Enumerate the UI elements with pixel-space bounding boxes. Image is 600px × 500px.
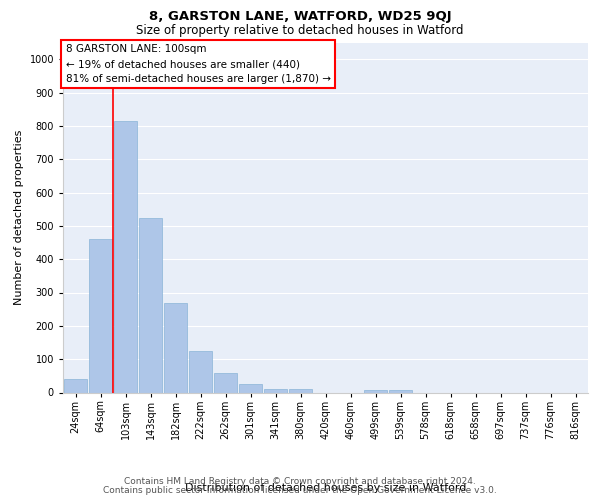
Text: Contains HM Land Registry data © Crown copyright and database right 2024.: Contains HM Land Registry data © Crown c…	[124, 477, 476, 486]
X-axis label: Distribution of detached houses by size in Watford: Distribution of detached houses by size …	[185, 484, 466, 494]
Bar	[64, 378, 87, 392]
Bar	[289, 388, 312, 392]
Bar	[89, 239, 112, 392]
Bar	[114, 121, 137, 392]
Bar	[239, 384, 262, 392]
Text: Contains public sector information licensed under the Open Government Licence v3: Contains public sector information licen…	[103, 486, 497, 495]
Bar	[139, 218, 162, 392]
Text: 8, GARSTON LANE, WATFORD, WD25 9QJ: 8, GARSTON LANE, WATFORD, WD25 9QJ	[149, 10, 451, 23]
Bar	[214, 373, 237, 392]
Bar	[189, 351, 212, 393]
Bar	[364, 390, 387, 392]
Bar	[164, 302, 187, 392]
Bar	[264, 388, 287, 392]
Text: 8 GARSTON LANE: 100sqm
← 19% of detached houses are smaller (440)
81% of semi-de: 8 GARSTON LANE: 100sqm ← 19% of detached…	[65, 44, 331, 84]
Text: Size of property relative to detached houses in Watford: Size of property relative to detached ho…	[136, 24, 464, 37]
Y-axis label: Number of detached properties: Number of detached properties	[14, 130, 24, 305]
Bar	[389, 390, 412, 392]
